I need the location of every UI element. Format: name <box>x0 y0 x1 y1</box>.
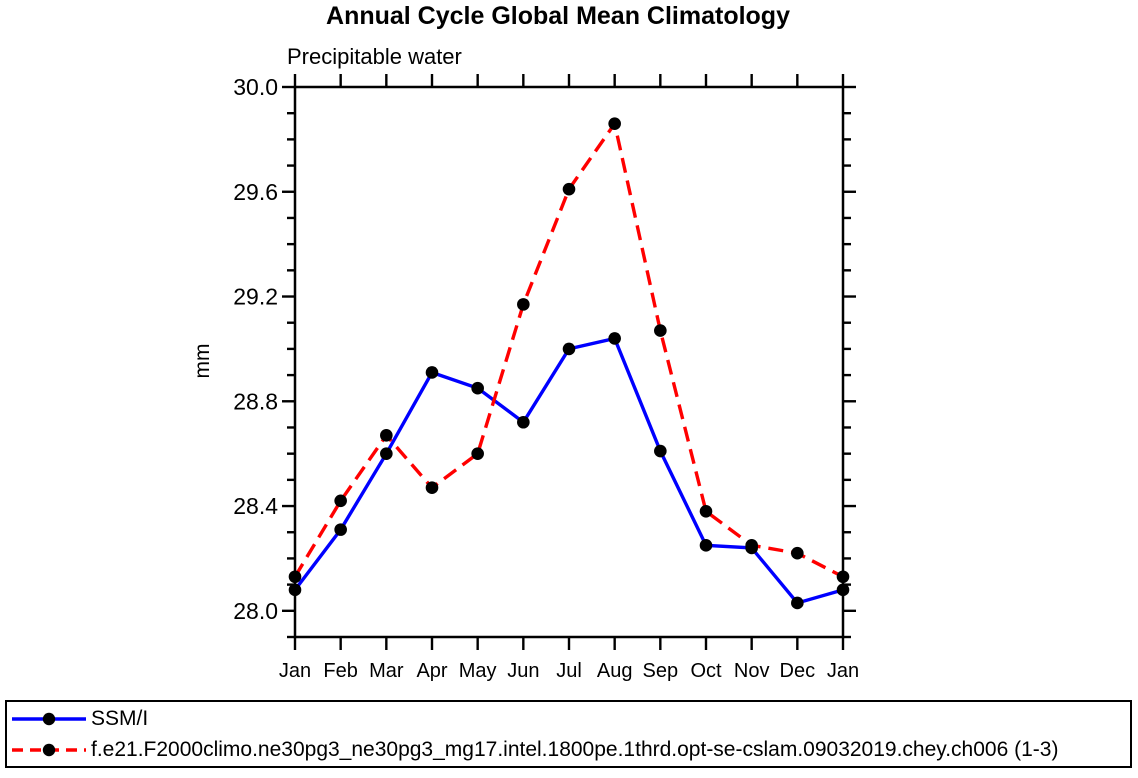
data-point-marker-s0-Jan <box>288 583 302 597</box>
y-tick-label: 30.0 <box>233 74 278 100</box>
data-point-marker-s0-Oct <box>699 539 713 552</box>
data-point-marker-s1-Feb <box>334 494 347 508</box>
data-point-marker-s1-Jan <box>288 570 302 584</box>
legend-entry-model: f.e21.F2000climo.ne30pg3_ne30pg3_mg17.in… <box>10 734 1130 765</box>
x-tick-label: Feb <box>323 660 357 682</box>
x-tick-label: Dec <box>780 660 816 682</box>
y-tick-label: 29.2 <box>233 284 278 310</box>
x-tick-label: May <box>459 660 497 682</box>
data-point-marker-s0-Sep <box>654 444 667 458</box>
data-point-marker-s1-Mar <box>380 429 393 442</box>
legend-entry-obs: SSM/I <box>10 703 1130 734</box>
legend-line-dashed-icon <box>12 743 86 756</box>
data-point-marker-s1-Nov <box>745 539 758 552</box>
data-point-marker-s0-Jun <box>517 415 530 429</box>
y-tick-label: 28.0 <box>233 598 278 624</box>
series-line-0 <box>293 336 844 605</box>
plot-frame <box>293 85 845 639</box>
legend-box: SSM/I f.e21.F2000climo.ne30pg3_ne30pg3_m… <box>5 700 1132 768</box>
data-point-marker-s1-Aug <box>608 117 621 130</box>
x-tick-label: Oct <box>690 660 722 682</box>
legend-sample-marker-icon <box>42 712 56 725</box>
data-point-marker-s0-Jan <box>836 583 850 597</box>
x-tick-label: Jul <box>556 660 582 682</box>
legend-line-solid-icon <box>12 712 86 725</box>
chart-title: Annual Cycle Global Mean Climatology <box>326 2 790 30</box>
y-tick-label: 29.6 <box>233 179 278 205</box>
y-tick-label: 28.8 <box>233 388 278 414</box>
data-point-marker-s1-Jul <box>562 182 576 196</box>
x-tick-label: Mar <box>369 660 404 682</box>
data-point-marker-s0-Aug <box>608 332 621 345</box>
data-point-marker-s1-Apr <box>425 481 439 495</box>
data-point-marker-s1-Jun <box>517 298 530 311</box>
y-tick-label: 28.4 <box>233 493 278 519</box>
x-tick-label: Sep <box>643 660 679 682</box>
data-point-marker-s0-Dec <box>791 596 804 610</box>
x-tick-label: Nov <box>734 660 770 682</box>
x-tick-label: Aug <box>597 660 633 682</box>
legend-label-model: f.e21.F2000climo.ne30pg3_ne30pg3_mg17.in… <box>91 737 1059 761</box>
data-point-marker-s0-May <box>471 381 484 395</box>
x-tick-label: Jan <box>279 660 311 682</box>
chart-subtitle: Precipitable water <box>287 44 462 69</box>
x-tick-label: Jun <box>507 660 539 682</box>
data-point-marker-s1-May <box>471 447 484 460</box>
data-point-marker-s1-Sep <box>654 324 667 337</box>
data-point-marker-s1-Jan <box>836 570 850 584</box>
legend-sample-marker-icon <box>42 743 56 756</box>
legend-label-obs: SSM/I <box>91 706 149 730</box>
data-point-marker-s0-Mar <box>380 447 393 460</box>
data-point-marker-s1-Dec <box>791 546 804 560</box>
data-point-marker-s0-Jul <box>562 342 576 356</box>
data-point-marker-s1-Oct <box>699 504 713 518</box>
x-tick-label: Jan <box>827 660 859 682</box>
data-point-marker-s0-Feb <box>334 523 347 536</box>
data-point-marker-s0-Apr <box>425 366 439 379</box>
x-tick-label: Apr <box>416 660 447 682</box>
